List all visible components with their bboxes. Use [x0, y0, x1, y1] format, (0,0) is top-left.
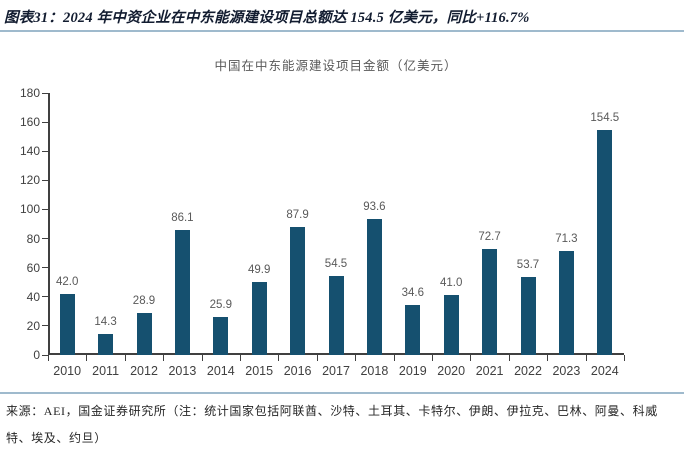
x-axis-tick — [624, 355, 625, 361]
bar — [213, 317, 229, 355]
x-axis-label: 2013 — [168, 364, 197, 378]
bar-value-label: 72.7 — [478, 231, 501, 244]
x-axis-tick — [393, 355, 395, 361]
bar — [251, 282, 267, 355]
y-axis-label: 180 — [19, 86, 40, 100]
y-axis-label: 60 — [26, 260, 40, 275]
y-axis-tick — [42, 121, 48, 123]
bar-value-label: 41.0 — [439, 277, 463, 290]
x-axis-tick — [316, 355, 318, 361]
bar-value-label: 87.9 — [286, 209, 309, 222]
x-axis-tick — [508, 355, 510, 361]
x-axis-label: 2020 — [437, 364, 466, 378]
y-axis-tick — [42, 296, 48, 298]
bar — [136, 312, 152, 355]
y-axis-tick — [42, 92, 48, 94]
x-axis-tick — [585, 355, 587, 361]
x-axis-label: 2023 — [552, 364, 581, 378]
y-axis-tick — [42, 179, 48, 181]
bar — [597, 130, 613, 355]
y-axis-tick — [42, 238, 48, 240]
x-axis-tick — [355, 355, 357, 361]
bar — [328, 275, 344, 355]
y-axis-label: 20 — [26, 318, 40, 333]
x-axis-label: 2012 — [130, 364, 158, 378]
y-axis-label: 160 — [19, 115, 40, 130]
separator-line-bottom — [0, 392, 684, 394]
bar-value-label: 34.6 — [401, 286, 424, 299]
y-axis-label: 100 — [19, 202, 40, 217]
x-axis-tick — [278, 355, 280, 361]
bar-value-label: 14.3 — [94, 316, 117, 329]
x-axis-tick — [240, 355, 241, 361]
bar-value-label: 53.7 — [516, 258, 540, 271]
y-axis-label: 140 — [19, 144, 40, 159]
bar-value-label: 71.3 — [555, 233, 578, 246]
bar-value-label: 54.5 — [324, 257, 348, 270]
x-axis-label: 2021 — [475, 364, 504, 378]
x-axis-label: 2014 — [206, 364, 235, 378]
x-axis-tick — [432, 355, 433, 361]
bar — [59, 293, 75, 355]
figure-caption: 图表31：2024 年中资企业在中东能源建设项目总额达 154.5 亿美元，同比… — [4, 10, 530, 26]
bar — [520, 276, 536, 355]
x-axis-tick — [470, 355, 472, 361]
bar-value-label: 154.5 — [590, 112, 620, 125]
y-axis-label: 120 — [19, 173, 40, 188]
bar — [290, 227, 306, 355]
x-axis-label: 2011 — [92, 364, 120, 378]
bar-chart: 中国在中东能源建设项目金额（亿美元） 0 20 40 60 80 100 120 140 160… — [0, 33, 684, 391]
x-axis-tick — [163, 355, 165, 361]
x-axis-label: 2019 — [398, 364, 427, 378]
bar — [443, 295, 459, 355]
bar — [482, 249, 498, 355]
y-axis-label: 80 — [26, 231, 40, 246]
bar-value-label: 49.9 — [247, 264, 271, 277]
source-note: 来源：AEI，国金证券研究所（注：统计国家包括阿联酋、沙特、土耳其、卡特尔、伊朗… — [6, 404, 658, 445]
bar-value-label: 25.9 — [209, 299, 232, 312]
bar-value-label: 28.9 — [132, 294, 156, 307]
bar-value-label: 86.1 — [171, 211, 194, 224]
y-axis-tick — [42, 150, 48, 152]
x-axis-tick — [547, 355, 549, 361]
bar — [174, 229, 190, 355]
x-axis-label: 2016 — [283, 364, 312, 378]
y-axis-label: 40 — [26, 289, 40, 304]
y-axis-tick — [42, 354, 48, 356]
x-axis-tick — [124, 355, 126, 361]
bar-value-label: 93.6 — [363, 200, 386, 213]
separator-line-top — [0, 30, 684, 32]
x-axis-label: 2017 — [322, 364, 350, 378]
bar — [558, 251, 574, 355]
x-axis-tick — [86, 355, 88, 361]
bar — [405, 304, 421, 355]
x-axis-label: 2015 — [245, 364, 274, 378]
x-axis-label: 2024 — [590, 364, 619, 378]
y-axis-tick — [42, 267, 48, 269]
bar-value-label: 42.0 — [55, 275, 79, 288]
x-axis-tick — [48, 355, 49, 361]
x-axis-label: 2010 — [53, 364, 82, 378]
bar — [98, 334, 114, 355]
y-axis-tick — [42, 325, 48, 327]
y-axis-tick — [42, 208, 48, 210]
x-axis-label: 2022 — [514, 364, 542, 378]
x-axis-tick — [201, 355, 203, 361]
chart-title: 中国在中东能源建设项目金额（亿美元） — [214, 59, 458, 73]
x-axis-label: 2018 — [360, 364, 389, 378]
y-axis-label: 0 — [33, 348, 40, 362]
bar — [366, 218, 382, 355]
